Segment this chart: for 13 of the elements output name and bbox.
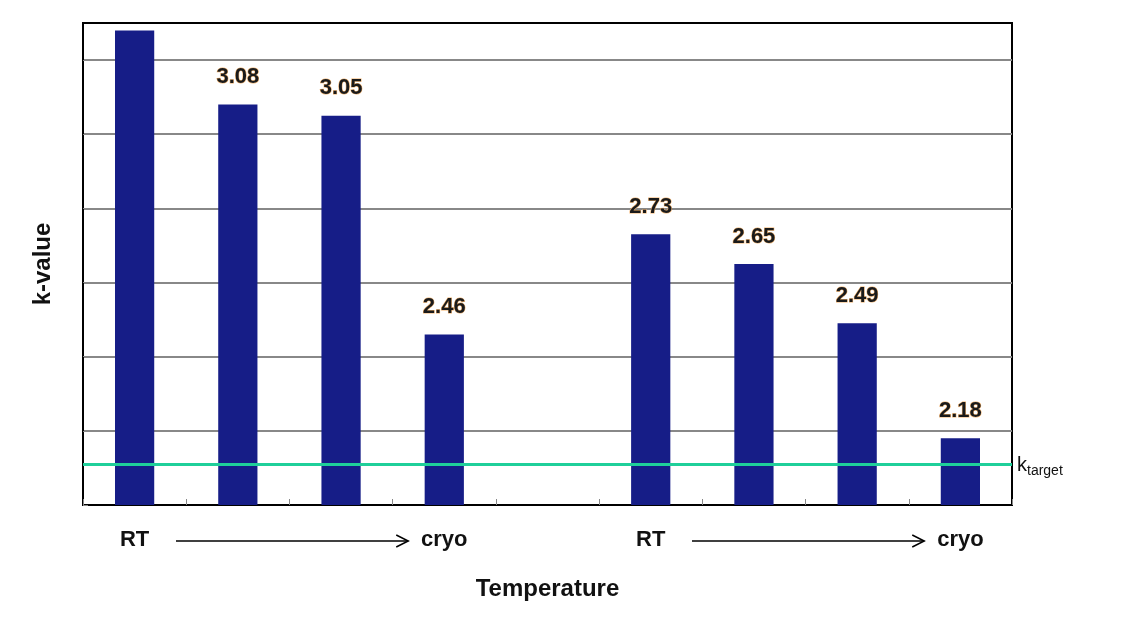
x-tick-label: RT [636,525,666,551]
data-label: 2.46 [422,292,466,318]
x-tick-label: cryo [937,525,984,551]
data-label: 3.05 [319,74,363,100]
data-label: 2.18 [938,396,982,422]
x-tick-label: cryo [421,525,468,551]
data-label: 3.08 [216,63,260,89]
data-label: 2.65 [732,222,776,248]
x-axis-title: Temperature [475,573,620,601]
data-label: 2.73 [629,192,673,218]
data-label: 2.49 [835,281,879,307]
x-tick-label: RT [119,525,150,551]
y-axis-title: k-value [27,222,55,306]
